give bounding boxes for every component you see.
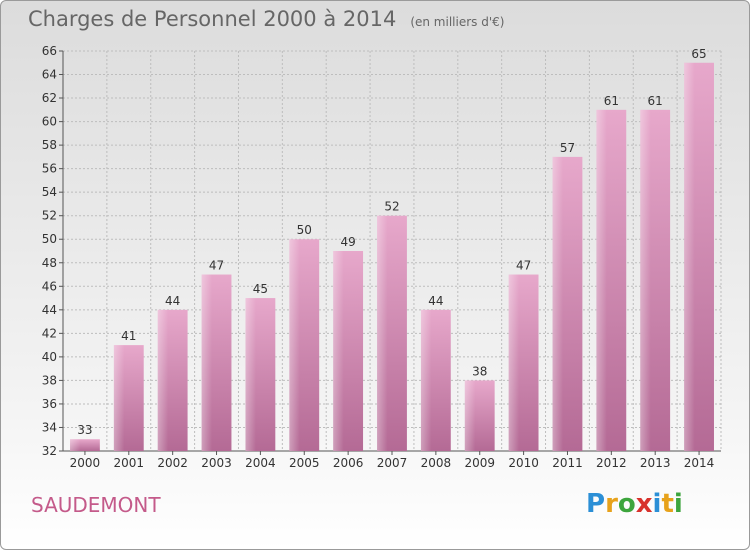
logo-letter: i <box>673 489 683 519</box>
x-tick-label: 2002 <box>157 456 188 470</box>
y-tick-label: 42 <box>42 326 57 340</box>
x-tick-label: 2004 <box>245 456 276 470</box>
logo-letter: x <box>635 489 653 519</box>
y-tick-label: 62 <box>42 91 57 105</box>
y-tick-label: 52 <box>42 209 57 223</box>
x-tick-label: 2000 <box>70 456 101 470</box>
bar-highlight <box>157 309 169 451</box>
bar <box>70 439 100 451</box>
chart-header: Charges de Personnel 2000 à 2014 (en mill… <box>28 7 504 31</box>
data-label: 45 <box>253 282 268 296</box>
y-tick-label: 44 <box>42 303 57 317</box>
y-tick-label: 60 <box>42 115 57 129</box>
y-tick-label: 64 <box>42 68 57 82</box>
data-label: 41 <box>121 329 136 343</box>
x-tick-label: 2005 <box>289 456 320 470</box>
y-tick-label: 54 <box>42 185 57 199</box>
y-tick-label: 50 <box>42 232 57 246</box>
x-tick-label: 2003 <box>201 456 232 470</box>
logo-letter: o <box>617 489 636 519</box>
bar-highlight <box>245 298 256 451</box>
y-tick-label: 40 <box>42 350 57 364</box>
data-label: 57 <box>560 141 575 155</box>
labels: 32 34 36 38 40 42 44 46 48 50 52 54 56 58 60 62 64 66 33 20… <box>42 44 715 470</box>
y-tick-label: 56 <box>42 162 57 176</box>
y-tick-label: 58 <box>42 138 57 152</box>
bar-highlight <box>201 274 213 451</box>
bar-highlight <box>420 309 432 451</box>
y-tick-label: 46 <box>42 279 57 293</box>
bar-highlight <box>464 380 476 451</box>
data-label: 65 <box>691 47 706 61</box>
data-label: 38 <box>472 364 487 378</box>
logo-letter: t <box>661 489 674 519</box>
y-tick-label: 32 <box>42 444 57 458</box>
x-tick-label: 2012 <box>596 456 627 470</box>
bar-highlight <box>289 239 300 451</box>
logo-letter: P <box>586 489 606 519</box>
x-tick-label: 2006 <box>333 456 364 470</box>
bar-highlight <box>640 109 651 451</box>
x-tick-label: 2013 <box>640 456 671 470</box>
y-tick-label: 36 <box>42 397 57 411</box>
place-name: SAUDEMONT <box>31 493 161 517</box>
y-tick-label: 66 <box>42 44 57 58</box>
data-label: 61 <box>604 94 619 108</box>
proxiti-logo: Proxiti <box>586 489 683 519</box>
data-label: 52 <box>384 200 399 214</box>
x-tick-label: 2008 <box>421 456 452 470</box>
logo-letter: r <box>605 489 618 519</box>
y-tick-label: 48 <box>42 256 57 270</box>
bar-highlight <box>508 274 520 451</box>
y-tick-label: 34 <box>42 420 57 434</box>
bar-highlight <box>684 62 695 451</box>
bar-highlight <box>70 439 81 451</box>
data-label: 47 <box>516 259 531 273</box>
x-tick-label: 2009 <box>464 456 495 470</box>
y-tick-label: 38 <box>42 373 57 387</box>
x-tick-label: 2007 <box>377 456 408 470</box>
bar-highlight <box>113 345 125 451</box>
x-tick-label: 2010 <box>508 456 539 470</box>
x-tick-label: 2001 <box>114 456 145 470</box>
bars <box>70 62 714 451</box>
chart-title: Charges de Personnel 2000 à 2014 <box>28 7 397 31</box>
x-tick-label: 2011 <box>552 456 583 470</box>
logo-letter: i <box>652 489 662 519</box>
data-label: 33 <box>77 423 92 437</box>
x-tick-label: 2014 <box>684 456 715 470</box>
bar-highlight <box>596 109 607 451</box>
data-label: 47 <box>209 259 224 273</box>
bar-highlight <box>377 215 388 451</box>
data-label: 44 <box>165 294 180 308</box>
chart-subtitle: (en milliers d'€) <box>410 15 505 29</box>
data-label: 50 <box>297 223 312 237</box>
bar-highlight <box>333 251 344 451</box>
data-label: 49 <box>340 235 355 249</box>
bar-highlight <box>552 156 563 451</box>
data-label: 44 <box>428 294 443 308</box>
data-label: 61 <box>648 94 663 108</box>
